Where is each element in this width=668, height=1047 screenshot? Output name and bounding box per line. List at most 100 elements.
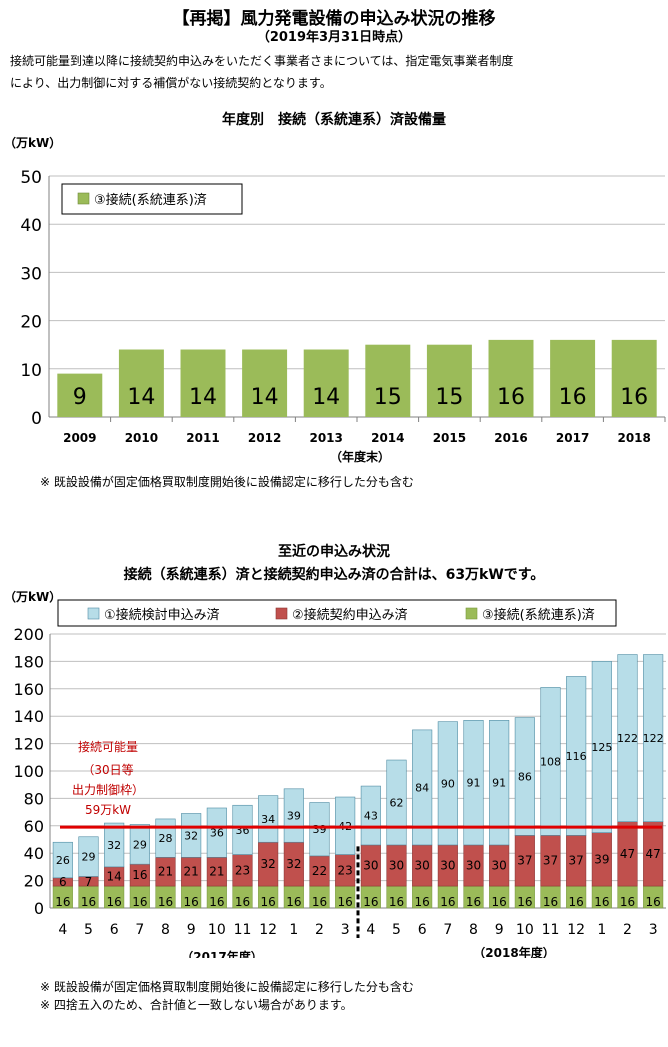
chart1-xtick: 2013 [309, 431, 342, 445]
chart2-data-label: 14 [107, 869, 122, 883]
chart2-data-label: 39 [594, 852, 609, 866]
chart1-xtick: 2014 [371, 431, 404, 445]
page-title: 【再掲】風力発電設備の申込み状況の推移 [172, 9, 496, 29]
chart2-data-label: 32 [261, 857, 276, 871]
chart2-legend-swatch [275, 607, 288, 620]
chart2-data-label: 26 [56, 854, 70, 867]
chart2-xtick: 3 [649, 922, 658, 938]
chart2-bar-segment [617, 654, 638, 822]
chart1-bar [488, 339, 534, 417]
chart2-data-label: 39 [313, 823, 327, 836]
chart2-bar-segment [463, 720, 484, 846]
chart2-xtick: 1 [289, 922, 298, 938]
chart1-xtick: 2016 [494, 431, 527, 445]
chart2-data-label: 34 [261, 813, 275, 826]
chart2-data-label: 16 [517, 895, 532, 909]
chart2-data-label: 21 [158, 865, 173, 879]
chart2-data-label: 16 [492, 895, 507, 909]
chart2-data-label: 16 [107, 895, 122, 909]
chart2-xtick: 5 [84, 922, 93, 938]
chart2-legend-label: ③接続(系統連系)済 [482, 607, 595, 623]
chart2-data-label: 28 [159, 832, 173, 845]
chart2-legend-swatch [465, 607, 478, 620]
capacity-label-line4: 59万kW [85, 803, 131, 817]
chart1-data-label: 16 [497, 385, 525, 410]
chart2-xtick: 10 [516, 922, 534, 938]
chart2-xtick: 6 [110, 922, 119, 938]
capacity-label-line2: （30日等 [82, 763, 133, 777]
chart2-bar-segment [591, 661, 612, 833]
chart2-title-line2: 接続（系統連系）済と接続契約申込み済の合計は、63万kWです。 [124, 566, 545, 583]
chart2-xtick: 12 [259, 922, 277, 938]
chart1-bar [550, 339, 596, 417]
chart2-data-label: 22 [312, 864, 327, 878]
chart1-data-label: 14 [127, 385, 155, 410]
page-subtitle: （2019年3月31日時点） [256, 30, 412, 45]
chart2-data-label: 91 [467, 777, 481, 790]
chart2-xtick: 7 [135, 922, 144, 938]
chart1-xtick: 2015 [433, 431, 466, 445]
chart2-data-label: 90 [441, 777, 455, 790]
chart2-ytick: 140 [13, 707, 44, 726]
chart2-xtick: 8 [161, 922, 170, 938]
chart1-legend-label: ③接続(系統連系)済 [94, 192, 207, 208]
chart2-xtick: 4 [366, 922, 375, 938]
chart2-data-label: 91 [492, 777, 506, 790]
chart2-xtick: 5 [392, 922, 401, 938]
chart2-xtick: 9 [495, 922, 504, 938]
chart2-data-label: 16 [440, 895, 455, 909]
chart2-ytick: 80 [24, 789, 44, 808]
chart1-ytick: 50 [20, 168, 42, 188]
chart2-data-label: 6 [59, 875, 67, 889]
chart1-legend: ③接続(系統連系)済 [61, 183, 243, 215]
chart2-ytick: 180 [13, 652, 44, 671]
chart1-bar [426, 344, 472, 417]
chart2-bar-segment [206, 807, 227, 858]
chart2-data-label: 37 [569, 854, 584, 868]
chart2-data-label: 37 [517, 854, 532, 868]
chart2-bar-segment [643, 654, 664, 822]
chart2-bar-segment [181, 813, 202, 858]
chart2-data-label: 43 [364, 810, 378, 823]
chart2-bar-segment [129, 824, 150, 865]
chart2-bar-segment [489, 720, 510, 846]
chart2-note-1: ※ 既設設備が固定価格買取制度開始後に設備認定に移行した分も含む [40, 980, 414, 994]
chart2-data-label: 30 [492, 859, 507, 873]
chart2-data-label: 32 [286, 857, 301, 871]
chart2-data-label: 16 [338, 895, 353, 909]
chart2-data-label: 16 [132, 868, 147, 882]
chart2-xtick: 11 [234, 922, 252, 938]
chart2-data-label: 16 [81, 895, 96, 909]
chart1-ytick: 20 [20, 313, 42, 333]
chart2-data-label: 37 [543, 854, 558, 868]
chart1-data-label: 14 [189, 385, 217, 410]
chart2-xtick: 6 [418, 922, 427, 938]
chart2-data-label: 16 [594, 895, 609, 909]
chart2-data-label: 30 [440, 859, 455, 873]
chart1-ytick: 40 [20, 216, 42, 236]
chart2-data-label: 16 [286, 895, 301, 909]
chart2-data-label: 16 [261, 895, 276, 909]
chart2-data-label: 16 [209, 895, 224, 909]
chart2-data-label: 16 [389, 895, 404, 909]
chart2-data-label: 16 [132, 895, 147, 909]
chart1-bar [118, 349, 164, 417]
chart1-xtick: 2018 [617, 431, 650, 445]
chart2-bar-segment [566, 676, 587, 836]
chart2-data-label: 16 [620, 895, 635, 909]
chart2-xtick: 1 [597, 922, 606, 938]
chart1-bar [180, 349, 226, 417]
chart2-data-label: 122 [617, 732, 638, 745]
chart2-data-label: 32 [107, 839, 121, 852]
chart2-data-label: 86 [518, 770, 532, 783]
chart2-bar-segment [232, 804, 253, 855]
chart2-data-label: 21 [209, 865, 224, 879]
chart1-data-label: 15 [435, 385, 463, 410]
chart2-xtick: 7 [443, 922, 452, 938]
chart2-title-line1: 至近の申込み状況 [278, 543, 390, 560]
chart1-bar [611, 339, 657, 417]
chart1-xtick: 2010 [125, 431, 158, 445]
chart2-data-label: 16 [312, 895, 327, 909]
chart2-data-label: 23 [338, 863, 353, 877]
chart2-data-label: 30 [415, 859, 430, 873]
